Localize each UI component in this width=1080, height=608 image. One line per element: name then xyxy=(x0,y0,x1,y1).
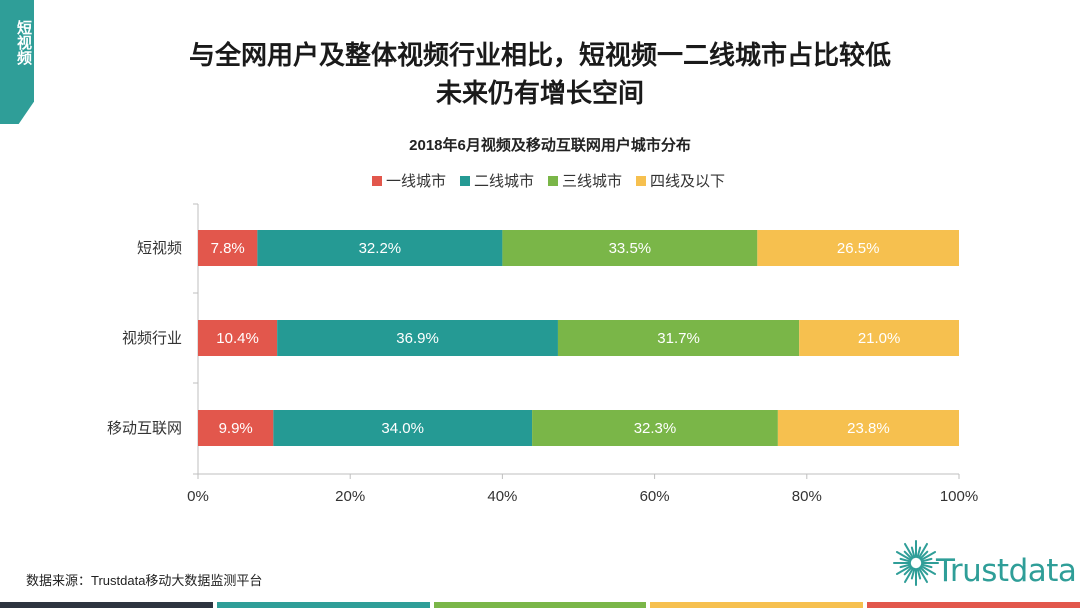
footer-bar-5 xyxy=(867,602,1080,608)
bar-data-label: 26.5% xyxy=(837,240,880,257)
footer-bar-1 xyxy=(0,602,213,608)
bar-data-label: 32.3% xyxy=(634,420,677,437)
bar-segment xyxy=(502,230,758,266)
legend-item-tier2: 二线城市 xyxy=(460,170,534,191)
stacked-bar-chart: 0% 20% 40% 60% 80% 100% 短视频 7.8% 32.2% 33.5% 26.5%… xyxy=(107,203,978,505)
legend-swatch-tier2 xyxy=(460,175,471,186)
bar-data-label: 10.4% xyxy=(216,330,259,347)
legend-item-tier4: 四线及以下 xyxy=(636,170,725,191)
page-headline: 与全网用户及整体视频行业相比，短视频一二线城市占比较低 未来仍有增长空间 xyxy=(0,36,1080,112)
bar-segment xyxy=(799,320,959,356)
data-source-note: 数据来源：Trustdata移动大数据监测平台 xyxy=(26,573,263,588)
bar-segment xyxy=(557,320,800,356)
bar-data-label: 33.5% xyxy=(609,240,652,257)
bar-data-label: 9.9% xyxy=(219,420,253,437)
legend-label-tier2: 二线城市 xyxy=(474,173,535,190)
footer-bar-3 xyxy=(433,602,647,608)
bar-data-label: 23.8% xyxy=(847,420,890,437)
trustdata-logo: Trustdata xyxy=(892,535,1077,595)
bar-segment xyxy=(198,410,274,446)
legend-swatch-tier4 xyxy=(636,175,647,186)
bar-segment xyxy=(273,410,533,446)
footer-bar-4 xyxy=(650,602,864,608)
bar-data-label: 32.2% xyxy=(359,240,402,257)
legend-swatch-tier3 xyxy=(548,175,559,186)
headline-line-2: 未来仍有增长空间 xyxy=(435,78,644,108)
category-label: 短视频 xyxy=(137,240,182,257)
bar-data-label: 7.8% xyxy=(211,240,245,257)
bar-segment xyxy=(777,410,959,446)
legend-item-tier1: 一线城市 xyxy=(372,170,446,191)
legend-label-tier3: 三线城市 xyxy=(562,173,623,190)
logo-text: Trustdata xyxy=(936,553,1077,589)
x-tick-label: 100% xyxy=(940,488,978,505)
x-tick-label: 20% xyxy=(335,488,365,505)
bar-data-label: 31.7% xyxy=(657,330,700,347)
bar-data-label: 34.0% xyxy=(381,420,424,437)
category-label: 移动互联网 xyxy=(107,420,182,437)
legend-label-tier4: 四线及以下 xyxy=(650,173,726,190)
legend-label-tier1: 一线城市 xyxy=(386,173,447,190)
footer-bar-2 xyxy=(216,602,430,608)
bar-segment xyxy=(757,230,959,266)
bar-segment xyxy=(257,230,503,266)
section-tab: 短视频 xyxy=(0,0,34,124)
chart-legend: 一线城市 二线城市 三线城市 四线及以下 xyxy=(372,170,725,191)
bar-data-label: 36.9% xyxy=(396,330,439,347)
legend-item-tier3: 三线城市 xyxy=(548,170,622,191)
sunburst-logo-icon xyxy=(893,540,939,586)
bar-data-label: 21.0% xyxy=(858,330,901,347)
footer-color-bars xyxy=(0,602,1080,608)
legend-swatch-tier1 xyxy=(372,175,382,186)
x-tick-label: 80% xyxy=(792,488,822,505)
section-tab-label: 短视频 xyxy=(15,20,32,65)
bar-segment xyxy=(198,230,258,266)
x-tick-label: 0% xyxy=(187,488,209,505)
x-tick-label: 40% xyxy=(487,488,517,505)
headline-line-1: 与全网用户及整体视频行业相比，短视频一二线城市占比较低 xyxy=(188,40,891,70)
bar-segment xyxy=(277,320,558,356)
bar-segment xyxy=(198,320,278,356)
category-label: 视频行业 xyxy=(122,330,182,347)
chart-title: 2018年6月视频及移动互联网用户城市分布 xyxy=(409,137,691,154)
bar-segment xyxy=(532,410,778,446)
x-tick-label: 60% xyxy=(640,488,670,505)
